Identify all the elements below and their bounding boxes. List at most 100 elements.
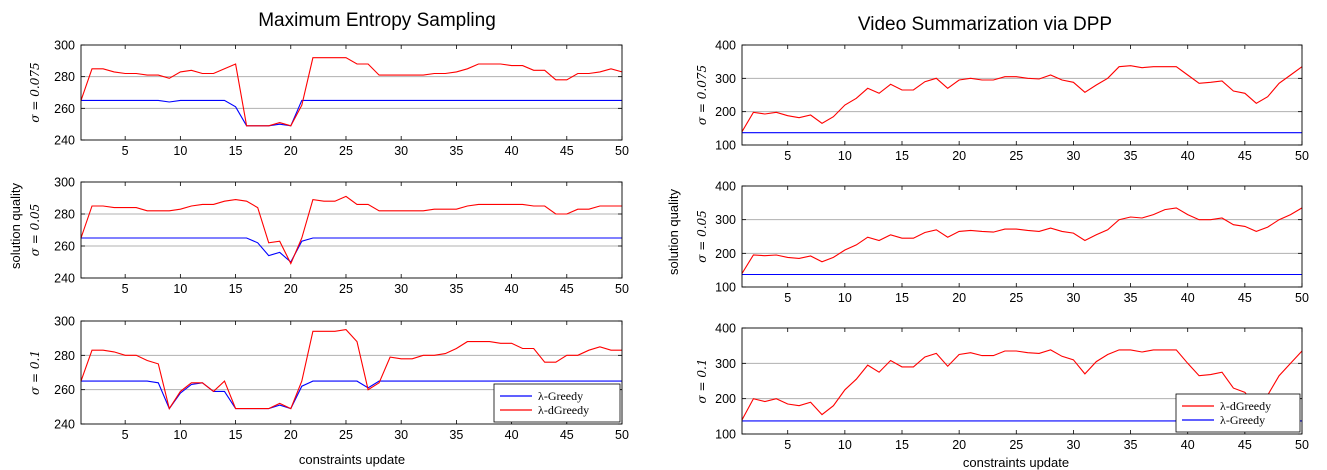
x-tick-label: 25 xyxy=(1009,291,1023,305)
x-tick-label: 20 xyxy=(284,144,298,158)
x-tick-label: 40 xyxy=(505,144,519,158)
row-label: σ = 0.075 xyxy=(695,65,709,125)
y-tick-label: 300 xyxy=(54,315,75,329)
x-tick-label: 10 xyxy=(838,149,852,163)
x-tick-label: 5 xyxy=(122,144,129,158)
x-tick-label: 30 xyxy=(394,282,408,296)
row-label: σ = 0.075 xyxy=(28,62,42,122)
x-tick-label: 25 xyxy=(1009,149,1023,163)
x-tick-label: 25 xyxy=(339,144,353,158)
axes-frame xyxy=(741,185,1303,288)
chart-right-0: 100 200 300 400 5 10 15 20 25 30 35 40 45 50 σ = 0.075 xyxy=(695,39,1309,164)
x-tick-label: 5 xyxy=(122,428,129,442)
y-tick-label: 400 xyxy=(715,39,736,53)
series-line-dgreedy xyxy=(80,57,623,127)
y-tick-label: 260 xyxy=(54,240,75,254)
right-figure-title: Video Summarization via DPP xyxy=(858,14,1112,35)
y-tick-label: 100 xyxy=(715,281,736,295)
x-tick-label: 5 xyxy=(784,438,791,452)
chart-right-2: 100 200 300 400 5 10 15 20 25 30 35 40 45 50 σ = 0.1 λ-… xyxy=(695,322,1309,453)
x-tick-label: 10 xyxy=(173,428,187,442)
x-tick-label: 35 xyxy=(449,144,463,158)
x-tick-label: 20 xyxy=(952,291,966,305)
x-tick-label: 45 xyxy=(1238,438,1252,452)
y-tick-label: 280 xyxy=(54,349,75,363)
x-tick-label: 10 xyxy=(173,144,187,158)
x-tick-label: 15 xyxy=(229,144,243,158)
x-tick-label: 50 xyxy=(1295,291,1309,305)
y-tick-label: 280 xyxy=(54,70,75,84)
row-label: σ = 0.05 xyxy=(695,210,709,263)
axes-frame xyxy=(741,44,1303,146)
x-tick-label: 30 xyxy=(1066,149,1080,163)
y-tick-label: 100 xyxy=(715,428,736,442)
axes-frame xyxy=(80,44,623,141)
x-tick-label: 15 xyxy=(895,149,909,163)
x-tick-label: 50 xyxy=(1295,149,1309,163)
x-tick-label: 40 xyxy=(505,428,519,442)
x-tick-label: 25 xyxy=(339,282,353,296)
y-tick-label: 300 xyxy=(715,357,736,371)
x-tick-label: 35 xyxy=(1124,438,1138,452)
x-tick-label: 45 xyxy=(1238,149,1252,163)
axes-frame xyxy=(80,320,623,425)
y-tick-label: 260 xyxy=(54,383,75,397)
x-tick-label: 50 xyxy=(615,428,629,442)
x-tick-label: 30 xyxy=(1066,291,1080,305)
y-tick-label: 300 xyxy=(54,176,75,190)
chart-left-2: 240 260 280 300 5 10 15 20 25 30 35 40 45 50 σ = 0.1 λ-… xyxy=(28,315,629,443)
y-tick-label: 200 xyxy=(715,392,736,406)
x-tick-label: 5 xyxy=(784,291,791,305)
axes-frame xyxy=(80,181,623,279)
x-tick-label: 40 xyxy=(1181,291,1195,305)
series-line-greedy xyxy=(81,99,622,127)
x-tick-label: 30 xyxy=(394,144,408,158)
row-label: σ = 0.1 xyxy=(695,359,709,404)
x-tick-label: 35 xyxy=(449,282,463,296)
x-tick-label: 10 xyxy=(838,291,852,305)
x-tick-label: 25 xyxy=(339,428,353,442)
x-tick-label: 25 xyxy=(1009,438,1023,452)
y-tick-label: 200 xyxy=(715,247,736,261)
x-tick-label: 30 xyxy=(1066,438,1080,452)
series-line-dgreedy xyxy=(80,329,622,410)
x-tick-label: 20 xyxy=(284,282,298,296)
x-tick-label: 35 xyxy=(1124,291,1138,305)
x-tick-label: 45 xyxy=(560,428,574,442)
axes-frame xyxy=(741,327,1303,435)
chart-left-1: 240 260 280 300 5 10 15 20 25 30 35 40 45 50 σ = 0.05 xyxy=(28,176,629,297)
x-tick-label: 20 xyxy=(952,438,966,452)
y-tick-label: 240 xyxy=(54,418,75,432)
x-tick-label: 45 xyxy=(1238,291,1252,305)
legend-label: λ-Greedy xyxy=(1220,413,1265,427)
legend-box xyxy=(1175,393,1301,433)
right-x-axis-label: constraints update xyxy=(963,455,1069,470)
x-tick-label: 45 xyxy=(560,144,574,158)
x-tick-label: 35 xyxy=(449,428,463,442)
y-tick-label: 240 xyxy=(54,272,75,286)
legend-box xyxy=(493,383,621,423)
x-tick-label: 15 xyxy=(229,428,243,442)
chart-right-1: 100 200 300 400 5 10 15 20 25 30 35 40 45 50 σ = 0.05 xyxy=(695,180,1309,306)
y-tick-label: 400 xyxy=(715,180,736,194)
x-tick-label: 10 xyxy=(173,282,187,296)
row-label: σ = 0.1 xyxy=(28,350,42,395)
left-figure-title: Maximum Entropy Sampling xyxy=(258,10,496,31)
left-x-axis-label: constraints update xyxy=(299,452,405,467)
y-tick-label: 260 xyxy=(54,102,75,116)
x-tick-label: 15 xyxy=(895,291,909,305)
y-tick-label: 100 xyxy=(715,139,736,153)
y-tick-label: 300 xyxy=(715,213,736,227)
row-label: σ = 0.05 xyxy=(28,204,42,257)
y-tick-label: 300 xyxy=(54,39,75,53)
series-line-dgreedy xyxy=(741,207,1303,274)
x-tick-label: 40 xyxy=(1181,149,1195,163)
x-tick-label: 35 xyxy=(1124,149,1138,163)
x-tick-label: 50 xyxy=(615,282,629,296)
x-tick-label: 5 xyxy=(122,282,129,296)
x-tick-label: 20 xyxy=(952,149,966,163)
x-tick-label: 45 xyxy=(560,282,574,296)
